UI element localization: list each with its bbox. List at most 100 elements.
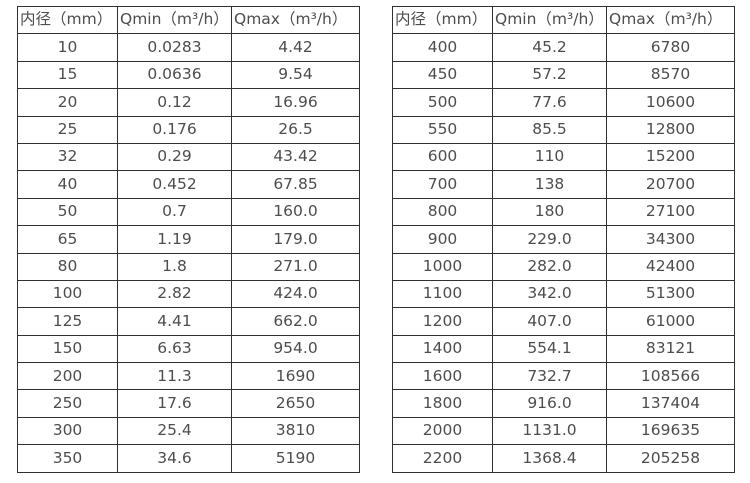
table-cell: 0.452 xyxy=(117,170,232,199)
table-cell: 125 xyxy=(17,307,118,336)
table-cell: 229.0 xyxy=(492,225,607,254)
table-cell: 550 xyxy=(392,115,493,144)
table-cell: 150 xyxy=(17,334,118,364)
table-cell: 0.12 xyxy=(117,88,232,117)
table-cell: 0.29 xyxy=(117,142,232,172)
column-header-qmin: Qmin（m³/h） xyxy=(117,5,232,35)
table-body: 10 0.0283 4.42 15 0.0636 9.54 20 0.12 16.96 25 0.1… xyxy=(17,33,360,473)
table-cell: 180 xyxy=(492,197,607,227)
table-cell: 8570 xyxy=(606,60,735,90)
table-row: 65 1.19 179.0 xyxy=(17,225,360,254)
table-cell: 5190 xyxy=(231,444,360,473)
table-cell: 1600 xyxy=(392,362,493,391)
table-cell: 179.0 xyxy=(231,225,360,254)
table-cell: 160.0 xyxy=(231,197,360,227)
table-cell: 900 xyxy=(392,225,493,254)
table-cell: 80 xyxy=(17,252,118,281)
table-cell: 10600 xyxy=(606,88,735,117)
table-cell: 250 xyxy=(17,389,118,418)
table-header-row: 内径（mm） Qmin（m³/h） Qmax（m³/h） xyxy=(17,5,360,35)
table-cell: 65 xyxy=(17,225,118,254)
table-cell: 6.63 xyxy=(117,334,232,364)
table-cell: 200 xyxy=(17,362,118,391)
table-cell: 2200 xyxy=(392,444,493,473)
table-cell: 4.41 xyxy=(117,307,232,336)
table-row: 2000 1131.0 169635 xyxy=(392,416,735,446)
table-cell: 1368.4 xyxy=(492,444,607,473)
table-row: 550 85.5 12800 xyxy=(392,115,735,144)
table-cell: 2650 xyxy=(231,389,360,418)
table-cell: 1100 xyxy=(392,279,493,309)
table-cell: 450 xyxy=(392,60,493,90)
table-row: 125 4.41 662.0 xyxy=(17,307,360,336)
table-cell: 61000 xyxy=(606,307,735,336)
table-cell: 9.54 xyxy=(231,60,360,90)
table-row: 700 138 20700 xyxy=(392,170,735,199)
table-row: 800 180 27100 xyxy=(392,197,735,227)
table-row: 15 0.0636 9.54 xyxy=(17,60,360,90)
table-body: 400 45.2 6780 450 57.2 8570 500 77.6 10600 550 85.… xyxy=(392,33,735,473)
table-row: 1200 407.0 61000 xyxy=(392,307,735,336)
table-cell: 1690 xyxy=(231,362,360,391)
table-cell: 342.0 xyxy=(492,279,607,309)
column-header-qmax: Qmax（m³/h） xyxy=(606,5,735,35)
table-cell: 800 xyxy=(392,197,493,227)
table-cell: 350 xyxy=(17,444,118,473)
table-cell: 732.7 xyxy=(492,362,607,391)
table-row: 500 77.6 10600 xyxy=(392,88,735,117)
table-cell: 108566 xyxy=(606,362,735,391)
table-cell: 16.96 xyxy=(231,88,360,117)
table-cell: 500 xyxy=(392,88,493,117)
table-cell: 0.0283 xyxy=(117,33,232,62)
table-cell: 138 xyxy=(492,170,607,199)
flow-rate-tables-container: 内径（mm） Qmin（m³/h） Qmax（m³/h） 10 0.0283 4.4… xyxy=(17,5,735,473)
table-cell: 916.0 xyxy=(492,389,607,418)
table-row: 1800 916.0 137404 xyxy=(392,389,735,418)
table-cell: 51300 xyxy=(606,279,735,309)
table-row: 1000 282.0 42400 xyxy=(392,252,735,281)
table-row: 1600 732.7 108566 xyxy=(392,362,735,391)
table-row: 20 0.12 16.96 xyxy=(17,88,360,117)
table-cell: 85.5 xyxy=(492,115,607,144)
table-header-row: 内径（mm） Qmin（m³/h） Qmax（m³/h） xyxy=(392,5,735,35)
table-cell: 2000 xyxy=(392,416,493,446)
table-cell: 100 xyxy=(17,279,118,309)
column-header-qmin: Qmin（m³/h） xyxy=(492,5,607,35)
table-row: 32 0.29 43.42 xyxy=(17,142,360,172)
table-cell: 1.8 xyxy=(117,252,232,281)
table-cell: 1131.0 xyxy=(492,416,607,446)
table-cell: 1.19 xyxy=(117,225,232,254)
table-row: 900 229.0 34300 xyxy=(392,225,735,254)
column-header-inner-diameter: 内径（mm） xyxy=(17,5,118,35)
table-row: 450 57.2 8570 xyxy=(392,60,735,90)
table-cell: 12800 xyxy=(606,115,735,144)
flow-rate-table-large-diameters: 内径（mm） Qmin（m³/h） Qmax（m³/h） 400 45.2 6780… xyxy=(392,5,735,473)
table-row: 1100 342.0 51300 xyxy=(392,279,735,309)
table-row: 350 34.6 5190 xyxy=(17,444,360,473)
table-cell: 554.1 xyxy=(492,334,607,364)
table-cell: 17.6 xyxy=(117,389,232,418)
table-row: 200 11.3 1690 xyxy=(17,362,360,391)
table-cell: 300 xyxy=(17,416,118,446)
table-row: 50 0.7 160.0 xyxy=(17,197,360,227)
table-cell: 11.3 xyxy=(117,362,232,391)
table-cell: 27100 xyxy=(606,197,735,227)
table-cell: 137404 xyxy=(606,389,735,418)
column-header-qmax: Qmax（m³/h） xyxy=(231,5,360,35)
table-cell: 26.5 xyxy=(231,115,360,144)
table-cell: 1400 xyxy=(392,334,493,364)
table-cell: 0.0636 xyxy=(117,60,232,90)
table-cell: 20700 xyxy=(606,170,735,199)
table-cell: 42400 xyxy=(606,252,735,281)
table-cell: 25 xyxy=(17,115,118,144)
table-cell: 83121 xyxy=(606,334,735,364)
table-cell: 2.82 xyxy=(117,279,232,309)
table-cell: 169635 xyxy=(606,416,735,446)
table-cell: 50 xyxy=(17,197,118,227)
table-cell: 45.2 xyxy=(492,33,607,62)
table-row: 1400 554.1 83121 xyxy=(392,334,735,364)
table-cell: 67.85 xyxy=(231,170,360,199)
table-cell: 15200 xyxy=(606,142,735,172)
table-cell: 25.4 xyxy=(117,416,232,446)
table-cell: 954.0 xyxy=(231,334,360,364)
